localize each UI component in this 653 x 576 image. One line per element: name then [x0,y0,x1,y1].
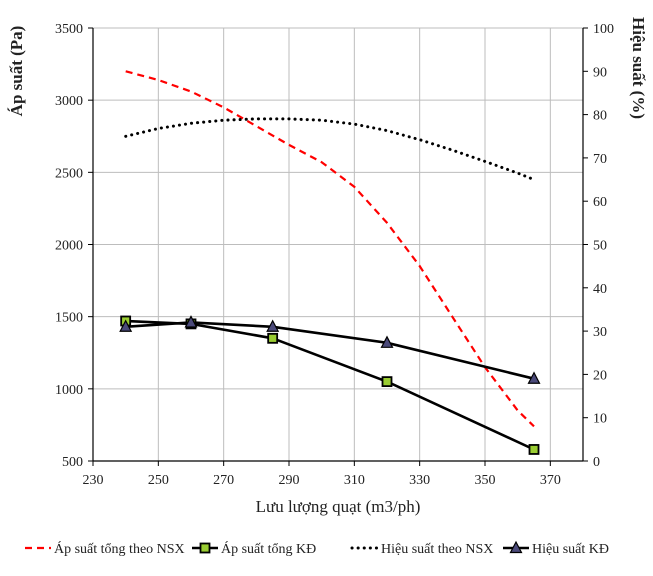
x-tick-label: 290 [279,473,300,488]
y-right-tick-label: 80 [593,109,607,124]
data-point-3 [184,315,198,328]
data-point-3 [380,335,394,348]
y-right-tick-label: 20 [593,368,607,383]
y-left-tick-label: 1000 [55,383,83,398]
x-tick-label: 330 [409,473,430,488]
series-line-1 [125,319,535,451]
y-right-tick-label: 50 [593,239,607,254]
x-tick-label: 270 [213,473,234,488]
y-right-tick-label: 70 [593,152,607,167]
y-right-tick-label: 0 [593,455,600,470]
data-point-3 [119,319,133,332]
series-line-0 [125,70,535,428]
y-left-tick-label: 1500 [55,311,83,326]
legend: Áp suất tổng theo NSX Áp suất tổng KĐ Hiệu… [25,540,609,557]
data-point-1 [381,376,393,388]
data-point-1 [267,332,279,344]
y-right-tick-label: 60 [593,195,607,210]
data-point-3 [527,371,541,384]
tick-labels: 230 250 270 290 310 330 350 3705001000150020002… [55,22,614,488]
y-right-tick-label: 30 [593,325,607,340]
y-axis-left-label: Áp suất (Pa) [7,26,26,117]
legend-label-2: Hiệu suất theo NSX [381,542,493,557]
x-tick-label: 250 [148,473,169,488]
data-point-3 [266,319,280,332]
x-tick-label: 350 [475,473,496,488]
y-left-tick-label: 500 [62,455,83,470]
grid [93,27,584,461]
x-tick-label: 370 [540,473,561,488]
markers-layer [119,315,541,455]
y-right-tick-label: 100 [593,22,614,37]
x-tick-label: 310 [344,473,365,488]
series-line-3 [125,321,535,380]
y-axis-right-label: Hiệu suất (%) [629,17,648,119]
legend-marker-3 [509,540,523,554]
legend-marker-1 [199,542,211,554]
y-left-tick-label: 2500 [55,166,83,181]
axes [88,27,588,466]
y-right-tick-label: 40 [593,282,607,297]
legend-label-0: Áp suất tổng theo NSX [54,540,185,557]
legend-label-3: Hiệu suất KĐ [532,542,609,557]
series-layer [124,70,536,451]
y-left-tick-label: 2000 [55,239,83,254]
x-axis-label: Lưu lượng quạt (m3/ph) [256,497,421,516]
series-line-2 [124,117,536,182]
y-left-tick-label: 3500 [55,22,83,37]
data-point-1 [528,444,540,455]
y-right-tick-label: 10 [593,412,607,427]
legend-label-1: Áp suất tổng KĐ [221,540,316,557]
y-left-tick-label: 3000 [55,94,83,109]
x-tick-label: 230 [83,473,104,488]
y-right-tick-label: 90 [593,65,607,80]
